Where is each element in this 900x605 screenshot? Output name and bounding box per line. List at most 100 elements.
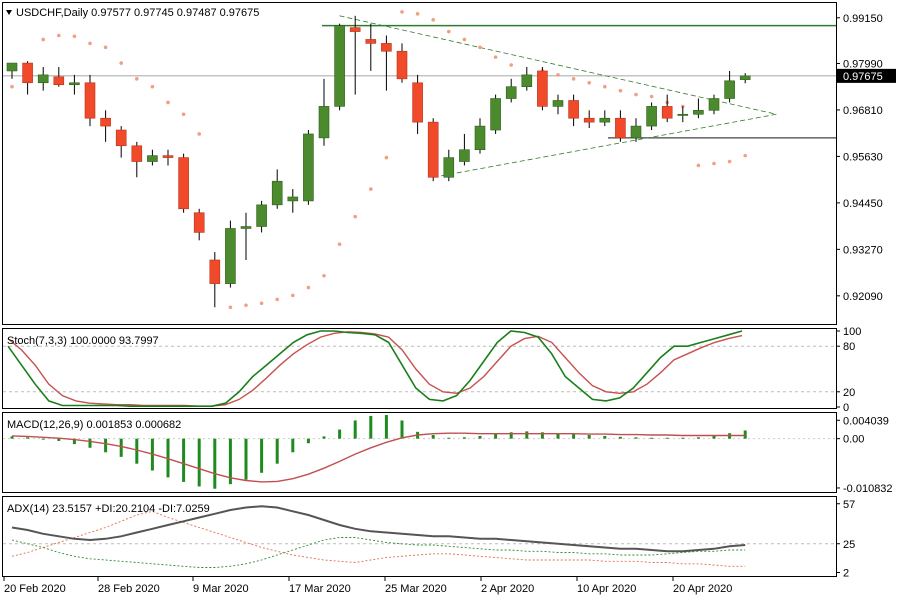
sar-dot — [135, 77, 139, 81]
macd-signal-line — [11, 432, 746, 483]
x-tick-label: 28 Feb 2020 — [98, 583, 160, 595]
candle-body — [568, 100, 579, 119]
x-tick-label: 9 Mar 2020 — [193, 583, 249, 595]
macd-histogram-bar — [72, 438, 76, 445]
stoch-y-tick-label: 100 — [843, 326, 861, 338]
macd-histogram-bar — [525, 431, 529, 439]
price-panel-frame — [2, 2, 837, 325]
macd-histogram-bar — [322, 436, 326, 439]
sar-dot — [57, 33, 61, 38]
macd-histogram-bar — [41, 438, 45, 440]
candle-body — [287, 196, 299, 202]
sar-dot — [603, 84, 607, 89]
stoch-main-line — [7, 330, 743, 407]
candle-body — [178, 157, 189, 210]
macd-panel-frame — [2, 412, 837, 493]
candle-body — [100, 117, 111, 127]
stoch-y-tick-label: 20 — [843, 387, 855, 399]
macd-histogram-bar — [478, 435, 482, 439]
sar-dot — [556, 73, 560, 77]
price-panel-header: USDCHF,Daily 0.97577 0.97745 0.97487 0.9… — [16, 7, 259, 19]
sar-dot — [337, 242, 342, 247]
sar-dot — [415, 12, 420, 16]
sar-dot — [587, 80, 591, 85]
sar-dot — [306, 285, 311, 290]
price-y-tick-label: 0.96810 — [843, 105, 883, 117]
candle-body — [303, 133, 314, 202]
macd-histogram-bar — [57, 438, 61, 441]
candle-body — [271, 180, 283, 206]
candle-body — [693, 110, 704, 115]
candle-body — [615, 117, 626, 139]
candle-body — [115, 129, 127, 147]
candle-body — [630, 125, 642, 139]
sar-dot — [10, 84, 14, 89]
sar-dot — [431, 17, 436, 22]
macd-histogram-bar — [260, 438, 264, 473]
candle-body — [521, 74, 533, 88]
candle-body — [37, 74, 49, 84]
adx-y-tick-label: 2 — [843, 568, 849, 580]
candle-body — [661, 106, 673, 119]
chart-menu-triangle-icon[interactable] — [6, 10, 12, 15]
candle-body — [552, 100, 564, 107]
sar-dot — [353, 214, 358, 219]
candle-body — [443, 157, 455, 178]
x-tick-label: 2 Apr 2020 — [481, 583, 534, 595]
sar-dot — [103, 45, 108, 50]
macd-histogram-bar — [26, 437, 30, 439]
candle-body — [69, 82, 80, 86]
macd-y-tick-label: 0.00 — [843, 434, 864, 446]
triangle-upper-line — [339, 15, 777, 115]
sar-dot — [166, 100, 170, 105]
sar-dot — [88, 41, 92, 46]
candle-body — [147, 155, 158, 162]
macd-histogram-bar — [572, 434, 576, 439]
macd-histogram-bar — [275, 438, 279, 464]
candle-body — [318, 106, 330, 139]
stoch-y-tick-label: 0 — [843, 402, 849, 414]
adx-panel-frame — [2, 496, 837, 577]
sar-dot — [228, 305, 233, 310]
stoch-panel-frame — [2, 328, 837, 409]
candle-body — [505, 86, 517, 99]
price-y-tick-label: 0.93270 — [843, 244, 883, 256]
candle-body — [349, 27, 361, 32]
current-price-label-bg — [837, 68, 896, 83]
macd-histogram-bar — [88, 438, 92, 448]
candle-body — [459, 149, 470, 162]
candle-body — [646, 106, 657, 127]
adx-main-line — [11, 505, 746, 553]
sar-dot — [743, 153, 747, 158]
sar-dot — [244, 303, 248, 308]
sar-dot — [618, 88, 623, 93]
sar-dot — [649, 94, 654, 99]
macd-histogram-bar — [681, 437, 685, 439]
candle-body — [225, 228, 236, 284]
sar-dot — [727, 159, 732, 164]
stoch-y-tick-label: 80 — [843, 341, 855, 353]
adx-plus-di-line — [11, 537, 746, 568]
candle-body — [396, 50, 408, 80]
candle-body — [724, 80, 735, 99]
candle-body — [162, 155, 174, 158]
sar-dot — [493, 55, 498, 59]
sar-dot — [712, 161, 716, 166]
macd-histogram-bar — [119, 438, 123, 457]
sar-dot — [696, 163, 701, 168]
candle-body — [739, 75, 751, 80]
macd-histogram-bar — [353, 420, 357, 439]
stoch-plot — [3, 330, 836, 407]
candle-body — [599, 117, 611, 123]
macd-histogram-bar — [712, 435, 716, 439]
sar-dot — [150, 84, 155, 89]
x-tick-label: 10 Apr 2020 — [577, 583, 636, 595]
macd-histogram-bar — [494, 434, 498, 439]
macd-histogram-bar — [447, 437, 451, 439]
sar-dot — [509, 63, 513, 67]
candle-body — [490, 98, 501, 131]
candle-body — [256, 204, 267, 227]
axis-labels: 0.99150 0.97990 0.96810 0.95630 0.94450 0.932… — [3, 13, 896, 595]
macd-histogram-bar — [369, 415, 373, 439]
